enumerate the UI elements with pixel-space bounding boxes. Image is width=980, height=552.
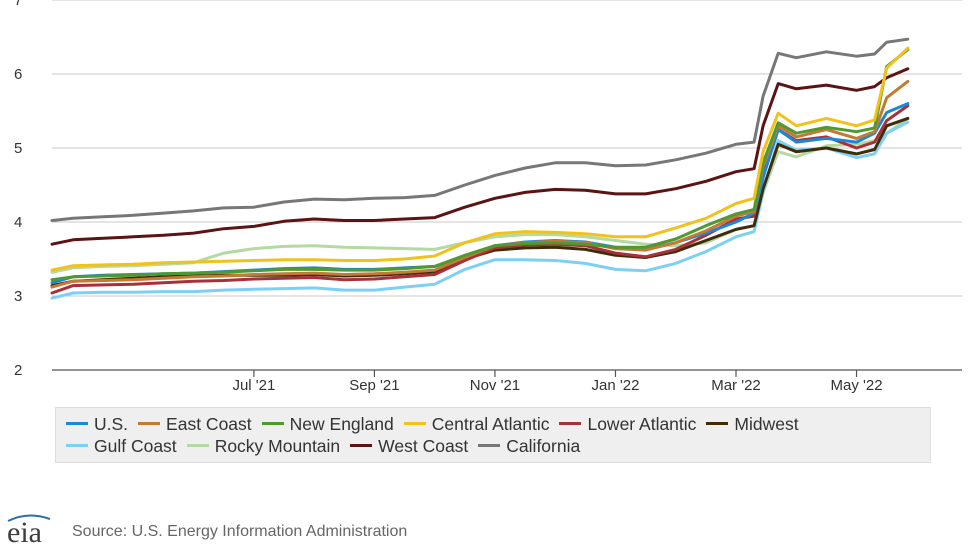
x-axis: Jul '21 Sep '21 Nov '21 Jan '22 Mar '22 May '… (52, 369, 962, 394)
series-line-rocky-mountain (50, 116, 910, 274)
series-line-central-atlantic (50, 46, 910, 272)
x-tick-label: Sep '21 (349, 377, 399, 394)
legend-swatch (138, 421, 161, 425)
legend-label: Rocky Mountain (214, 436, 341, 456)
legend-item: California (478, 435, 580, 457)
series-line-west-coast (50, 67, 910, 246)
legend: U.S. East Coast New England Central Atlanti… (55, 407, 931, 463)
y-tick-label: 4 (14, 214, 22, 231)
series-line-california (50, 37, 910, 222)
legend-label: Gulf Coast (94, 436, 177, 456)
svg-text:eia: eia (7, 516, 42, 549)
y-tick-label: 2 (14, 362, 22, 379)
legend-item: U.S. (66, 413, 128, 435)
legend-label: West Coast (378, 436, 469, 456)
series-lines (50, 37, 910, 300)
legend-item: Midwest (706, 413, 799, 435)
legend-swatch (261, 421, 284, 425)
legend-swatch (186, 443, 209, 447)
legend-swatch (66, 443, 88, 447)
x-tick-label: Jul '21 (232, 377, 275, 394)
legend-label: U.S. (94, 414, 129, 434)
eia-logo: eia (7, 514, 51, 549)
x-tick-label: Mar '22 (711, 377, 761, 394)
legend-item: New England (261, 413, 394, 435)
legend-item: Lower Atlantic (559, 413, 696, 435)
legend-item: East Coast (138, 413, 252, 435)
x-tick-label: May '22 (831, 377, 883, 394)
legend-swatch (478, 443, 501, 447)
gridlines (52, 0, 962, 297)
x-tick-label: Nov '21 (470, 377, 520, 394)
source-note: Source: U.S. Energy Information Administ… (72, 523, 408, 540)
y-tick-label: 3 (14, 288, 22, 305)
y-tick-label: 6 (14, 66, 22, 83)
x-tick-label: Jan '22 (592, 377, 640, 394)
legend-swatch (559, 421, 582, 425)
legend-item: Central Atlantic (403, 413, 550, 435)
legend-swatch (66, 421, 88, 425)
y-tick-label: 5 (14, 140, 22, 157)
series-line-gulf-coast (50, 120, 910, 300)
series-line-new-england (50, 48, 910, 282)
legend-label: California (506, 436, 581, 456)
legend-swatch (706, 421, 729, 425)
legend-label: Lower Atlantic (587, 414, 697, 434)
eia-logo-swoosh (7, 514, 51, 522)
legend-swatch (350, 443, 373, 447)
legend-item: Rocky Mountain (186, 435, 341, 457)
legend-label: New England (289, 414, 394, 434)
legend-swatch (403, 421, 426, 425)
y-axis: 2 3 4 5 6 7 (14, 0, 22, 379)
legend-item: West Coast (350, 435, 468, 457)
legend-item: Gulf Coast (66, 435, 177, 457)
legend-label: East Coast (166, 414, 252, 434)
y-tick-label: 7 (14, 0, 22, 9)
legend-label: Central Atlantic (431, 414, 550, 434)
legend-label: Midwest (734, 414, 799, 434)
